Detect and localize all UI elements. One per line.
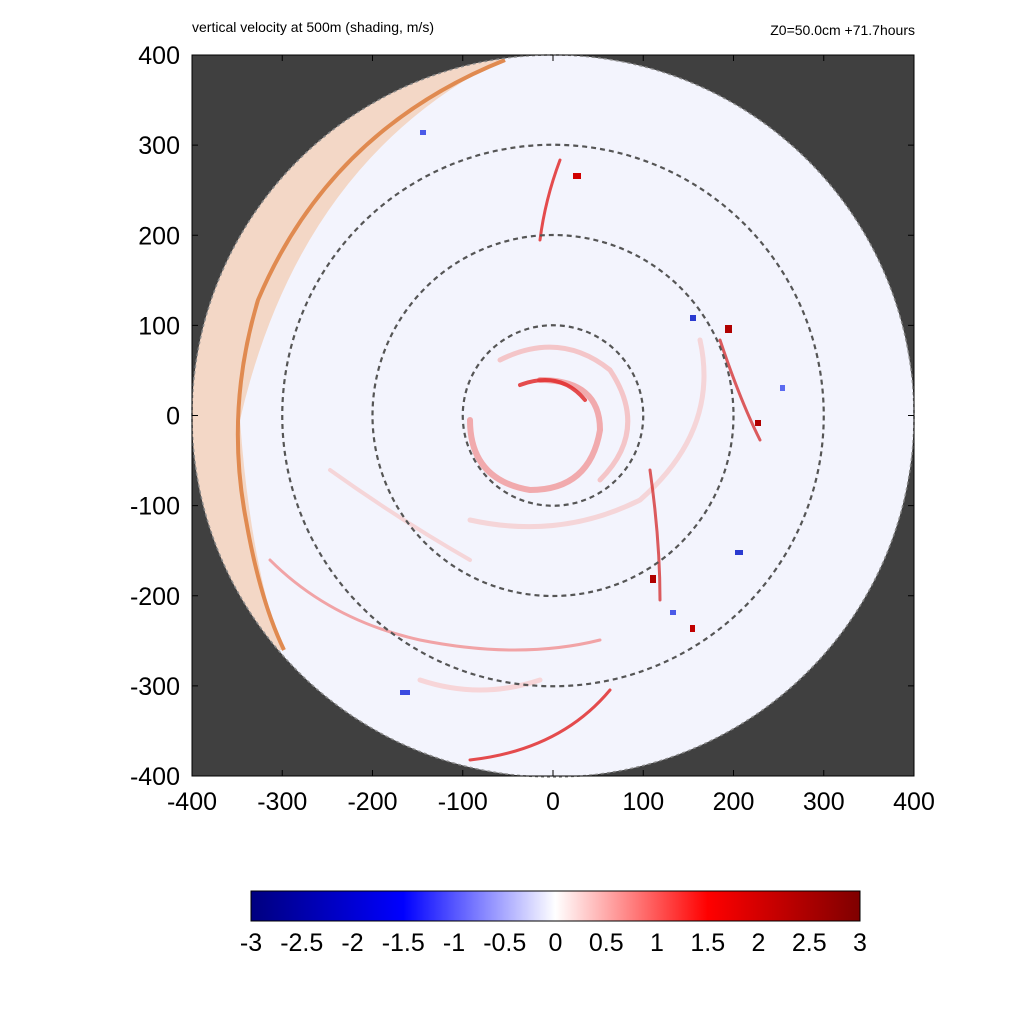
- colorbar-tick-label: -2: [341, 929, 363, 957]
- colorbar-tick-label: 0.5: [589, 929, 624, 957]
- x-tick-label: -300: [257, 788, 307, 816]
- colorbar-tick-label: 3: [853, 929, 867, 957]
- colorbar-tick-label: 2.5: [792, 929, 827, 957]
- spiral-bands: [268, 158, 762, 762]
- y-tick-label: -200: [130, 583, 180, 611]
- colorbar-tick-label: -1: [443, 929, 465, 957]
- chart-title: vertical velocity at 500m (shading, m/s): [192, 19, 434, 35]
- updraft-downdraft-patches: [400, 130, 785, 695]
- orange-front-line: [235, 58, 506, 651]
- colorbar-tick-label: 2: [752, 929, 766, 957]
- colorbar: [250, 890, 861, 922]
- colorbar-tick-label: -3: [240, 929, 262, 957]
- y-tick-label: -100: [130, 493, 180, 521]
- range-ring-100: [461, 324, 645, 507]
- x-axis: -400 -300 -200 -100 0 100 200 300 400: [167, 55, 935, 816]
- x-tick-label: 400: [893, 788, 935, 816]
- x-tick-label: -400: [167, 788, 217, 816]
- x-tick-label: -200: [347, 788, 397, 816]
- x-tick-label: 200: [713, 788, 755, 816]
- y-tick-label: 200: [138, 222, 180, 250]
- x-tick-label: -100: [438, 788, 488, 816]
- chart-subtitle: Z0=50.0cm +71.7hours: [770, 22, 915, 38]
- y-tick-label: 400: [138, 42, 180, 70]
- range-ring-200: [371, 233, 735, 598]
- y-tick-label: -300: [130, 673, 180, 701]
- colorbar-tick-label: 1.5: [690, 929, 725, 957]
- colorbar-tick-label: -0.5: [483, 929, 526, 957]
- x-tick-label: 0: [546, 788, 560, 816]
- y-tick-label: -400: [130, 763, 180, 791]
- x-tick-label: 300: [803, 788, 845, 816]
- colorbar-tick-label: 0: [549, 929, 563, 957]
- colorbar-tick-label: -2.5: [280, 929, 323, 957]
- range-ring-300: [281, 143, 825, 688]
- range-rings: [281, 143, 825, 688]
- colorbar-tick-label: -1.5: [382, 929, 425, 957]
- y-axis: 400 300 200 100 0 -100 -200 -300 -400: [130, 42, 914, 791]
- colorbar-ticks: -3 -2.5 -2 -1.5 -1 -0.5 0 0.5 1 1.5 2 2.5 3: [240, 929, 867, 957]
- y-tick-label: 100: [138, 312, 180, 340]
- y-tick-label: 0: [166, 403, 180, 431]
- x-tick-label: 100: [622, 788, 664, 816]
- colorbar-tick-label: 1: [650, 929, 664, 957]
- y-tick-label: 300: [138, 132, 180, 160]
